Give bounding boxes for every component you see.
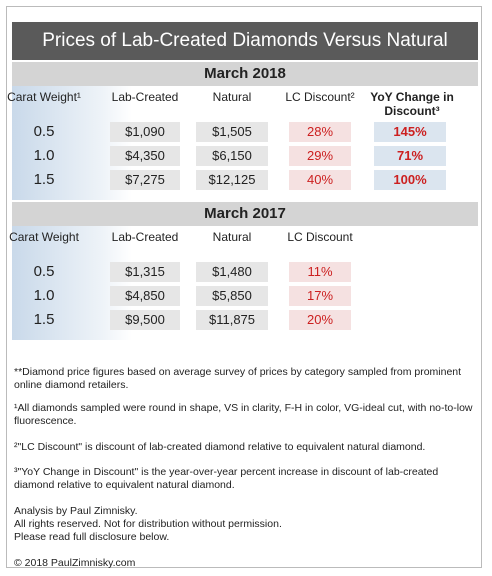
row-label: 0.5 <box>33 263 55 280</box>
table-cell: $4,350 <box>110 146 180 166</box>
table-cell: 20% <box>289 310 351 330</box>
column-header: Lab-Created <box>111 230 179 244</box>
table-cell: $7,275 <box>110 170 180 190</box>
table-cell: 40% <box>289 170 351 190</box>
table-cell: $1,480 <box>196 262 268 282</box>
column-header: Natural <box>212 230 252 244</box>
footnote: **Diamond price figures based on average… <box>14 366 462 391</box>
copyright: © 2018 PaulZimnisky.com <box>14 557 136 569</box>
column-header: Lab-Created <box>111 90 179 104</box>
credit-line: All rights reserved. Not for distributio… <box>14 518 282 530</box>
table-cell: $5,850 <box>196 286 268 306</box>
table-cell: $1,505 <box>196 122 268 142</box>
table-cell: $1,315 <box>110 262 180 282</box>
row-label: 1.5 <box>33 311 55 328</box>
column-header: Natural <box>212 90 252 104</box>
row-label: 0.5 <box>33 123 55 140</box>
table-cell: 29% <box>289 146 351 166</box>
credit-line: Please read full disclosure below. <box>14 531 170 543</box>
table-cell: 145% <box>374 122 446 142</box>
footnote: ²"LC Discount" is discount of lab-create… <box>14 441 426 453</box>
column-header: Carat Weight¹ <box>7 90 81 104</box>
table-cell: $11,875 <box>196 310 268 330</box>
table-cell: $1,090 <box>110 122 180 142</box>
title: Prices of Lab-Created Diamonds Versus Na… <box>12 22 478 60</box>
table-cell: 11% <box>289 262 351 282</box>
table-cell: 17% <box>289 286 351 306</box>
table-heading: March 2018 <box>12 62 478 86</box>
table-cell: 28% <box>289 122 351 142</box>
footnote: ³"YoY Change in Discount" is the year-ov… <box>14 466 439 491</box>
column-header: YoY Change in Discount³ <box>370 90 454 118</box>
row-label: 1.0 <box>33 147 55 164</box>
row-label: 1.5 <box>33 171 55 188</box>
table-heading: March 2017 <box>12 202 478 226</box>
column-header: Carat Weight <box>9 230 79 244</box>
footnote: ¹All diamonds sampled were round in shap… <box>14 402 473 427</box>
table-cell: $9,500 <box>110 310 180 330</box>
row-label: 1.0 <box>33 287 55 304</box>
table-cell: $4,850 <box>110 286 180 306</box>
table-cell: $6,150 <box>196 146 268 166</box>
credit-line: Analysis by Paul Zimnisky. <box>14 505 138 517</box>
column-header: LC Discount² <box>285 90 355 104</box>
table-cell: $12,125 <box>196 170 268 190</box>
frame <box>6 6 482 568</box>
table-cell: 71% <box>374 146 446 166</box>
column-header: LC Discount <box>287 230 353 244</box>
table-cell: 100% <box>374 170 446 190</box>
